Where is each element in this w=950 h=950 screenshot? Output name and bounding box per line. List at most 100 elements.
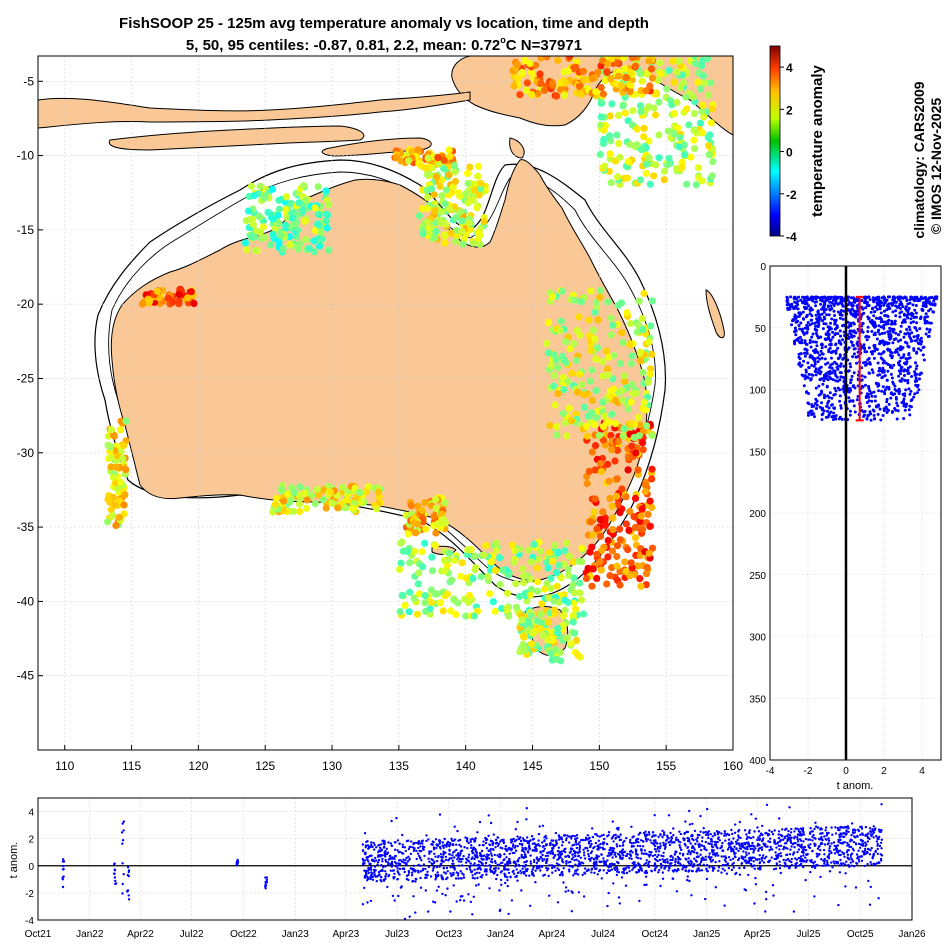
profile-data-point <box>878 332 882 336</box>
map-data-point <box>609 321 617 329</box>
profile-data-point <box>896 347 900 351</box>
map-data-point <box>589 565 597 573</box>
map-x-tick-label: 150 <box>589 759 609 773</box>
profile-data-point <box>836 310 840 314</box>
map-data-point <box>441 499 449 507</box>
map-data-point <box>184 294 192 302</box>
ts-data-point <box>806 859 809 862</box>
map-data-point <box>673 68 681 76</box>
profile-data-point <box>828 372 832 376</box>
map-data-point <box>642 169 650 177</box>
ts-data-point <box>681 868 684 871</box>
ts-data-point <box>538 844 541 848</box>
profile-data-point <box>924 305 928 309</box>
ts-data-point <box>659 884 662 888</box>
map-data-point <box>670 110 679 118</box>
ts-data-point <box>451 851 455 854</box>
map-data-point <box>307 491 316 499</box>
ts-data-point <box>876 842 879 846</box>
profile-data-point <box>822 396 826 400</box>
map-data-point <box>576 370 584 378</box>
map-data-point <box>454 599 462 607</box>
ts-data-point <box>414 911 417 914</box>
profile-data-point <box>818 335 822 339</box>
ts-data-point <box>373 843 376 847</box>
ts-data-point <box>62 868 65 871</box>
map-data-point <box>604 371 612 379</box>
map-data-point <box>625 526 633 535</box>
map-data-point <box>641 488 650 496</box>
ts-data-point <box>432 846 436 849</box>
ts-data-point <box>863 864 866 868</box>
ts-data-point <box>823 853 826 856</box>
profile-data-point <box>817 371 820 375</box>
profile-data-point <box>822 379 826 383</box>
profile-data-point <box>917 347 920 351</box>
profile-data-point <box>798 327 802 331</box>
map-data-point <box>428 185 436 193</box>
map-data-point <box>596 459 605 467</box>
ts-data-point <box>428 852 431 855</box>
map-data-point <box>418 204 426 213</box>
profile-data-point <box>797 355 801 359</box>
profile-data-point <box>929 307 933 311</box>
map-data-point <box>268 185 276 193</box>
ts-data-point <box>553 865 556 869</box>
profile-data-point <box>806 401 810 405</box>
ts-data-point <box>848 865 851 868</box>
profile-data-point <box>899 303 903 307</box>
map-data-point <box>655 154 663 162</box>
map-data-point <box>561 596 569 604</box>
map-data-point <box>438 192 446 200</box>
map-data-point <box>434 154 442 162</box>
map-data-point <box>146 297 154 305</box>
map-data-point <box>644 378 652 386</box>
profile-data-point <box>904 305 908 309</box>
ts-data-point <box>126 866 130 869</box>
profile-data-point <box>806 298 810 302</box>
map-data-point <box>627 398 635 406</box>
ts-data-point <box>390 865 394 868</box>
map-data-point <box>458 227 466 235</box>
map-data-point <box>704 142 713 150</box>
profile-data-point <box>919 295 923 299</box>
profile-data-point <box>913 308 917 312</box>
profile-data-point <box>865 338 869 342</box>
profile-data-point <box>928 321 932 325</box>
map-data-point <box>520 572 528 580</box>
map-data-point <box>603 68 611 77</box>
map-data-point <box>618 329 626 337</box>
map-data-point <box>513 61 522 69</box>
ts-data-point <box>513 851 516 855</box>
map-data-point <box>574 651 582 659</box>
map-data-point <box>691 56 699 60</box>
profile-data-point <box>853 299 857 303</box>
profile-data-point <box>927 309 931 313</box>
ts-data-point <box>813 827 816 831</box>
map-data-point <box>636 552 644 560</box>
map-data-point <box>631 523 640 532</box>
profile-data-point <box>800 363 804 367</box>
profile-data-point <box>907 306 911 310</box>
ts-data-point <box>651 831 655 834</box>
profile-data-point <box>924 332 928 336</box>
ts-data-point <box>625 836 628 840</box>
ts-data-point <box>854 829 857 832</box>
profile-data-point <box>900 296 904 300</box>
profile-data-point <box>885 298 889 302</box>
ts-data-point <box>638 899 641 903</box>
map-data-point <box>432 504 440 512</box>
profile-data-point <box>894 300 898 304</box>
map-data-point <box>508 541 516 549</box>
map-data-point <box>438 208 446 216</box>
map-data-point <box>583 422 591 430</box>
profile-data-point <box>829 304 833 308</box>
map-data-point <box>552 655 560 663</box>
profile-data-point <box>839 371 843 375</box>
map-data-point <box>628 381 636 389</box>
ts-data-point <box>485 873 488 876</box>
ts-data-point <box>690 869 694 873</box>
profile-data-point <box>922 301 925 305</box>
map-data-point <box>637 108 645 116</box>
map-data-point <box>606 494 614 503</box>
